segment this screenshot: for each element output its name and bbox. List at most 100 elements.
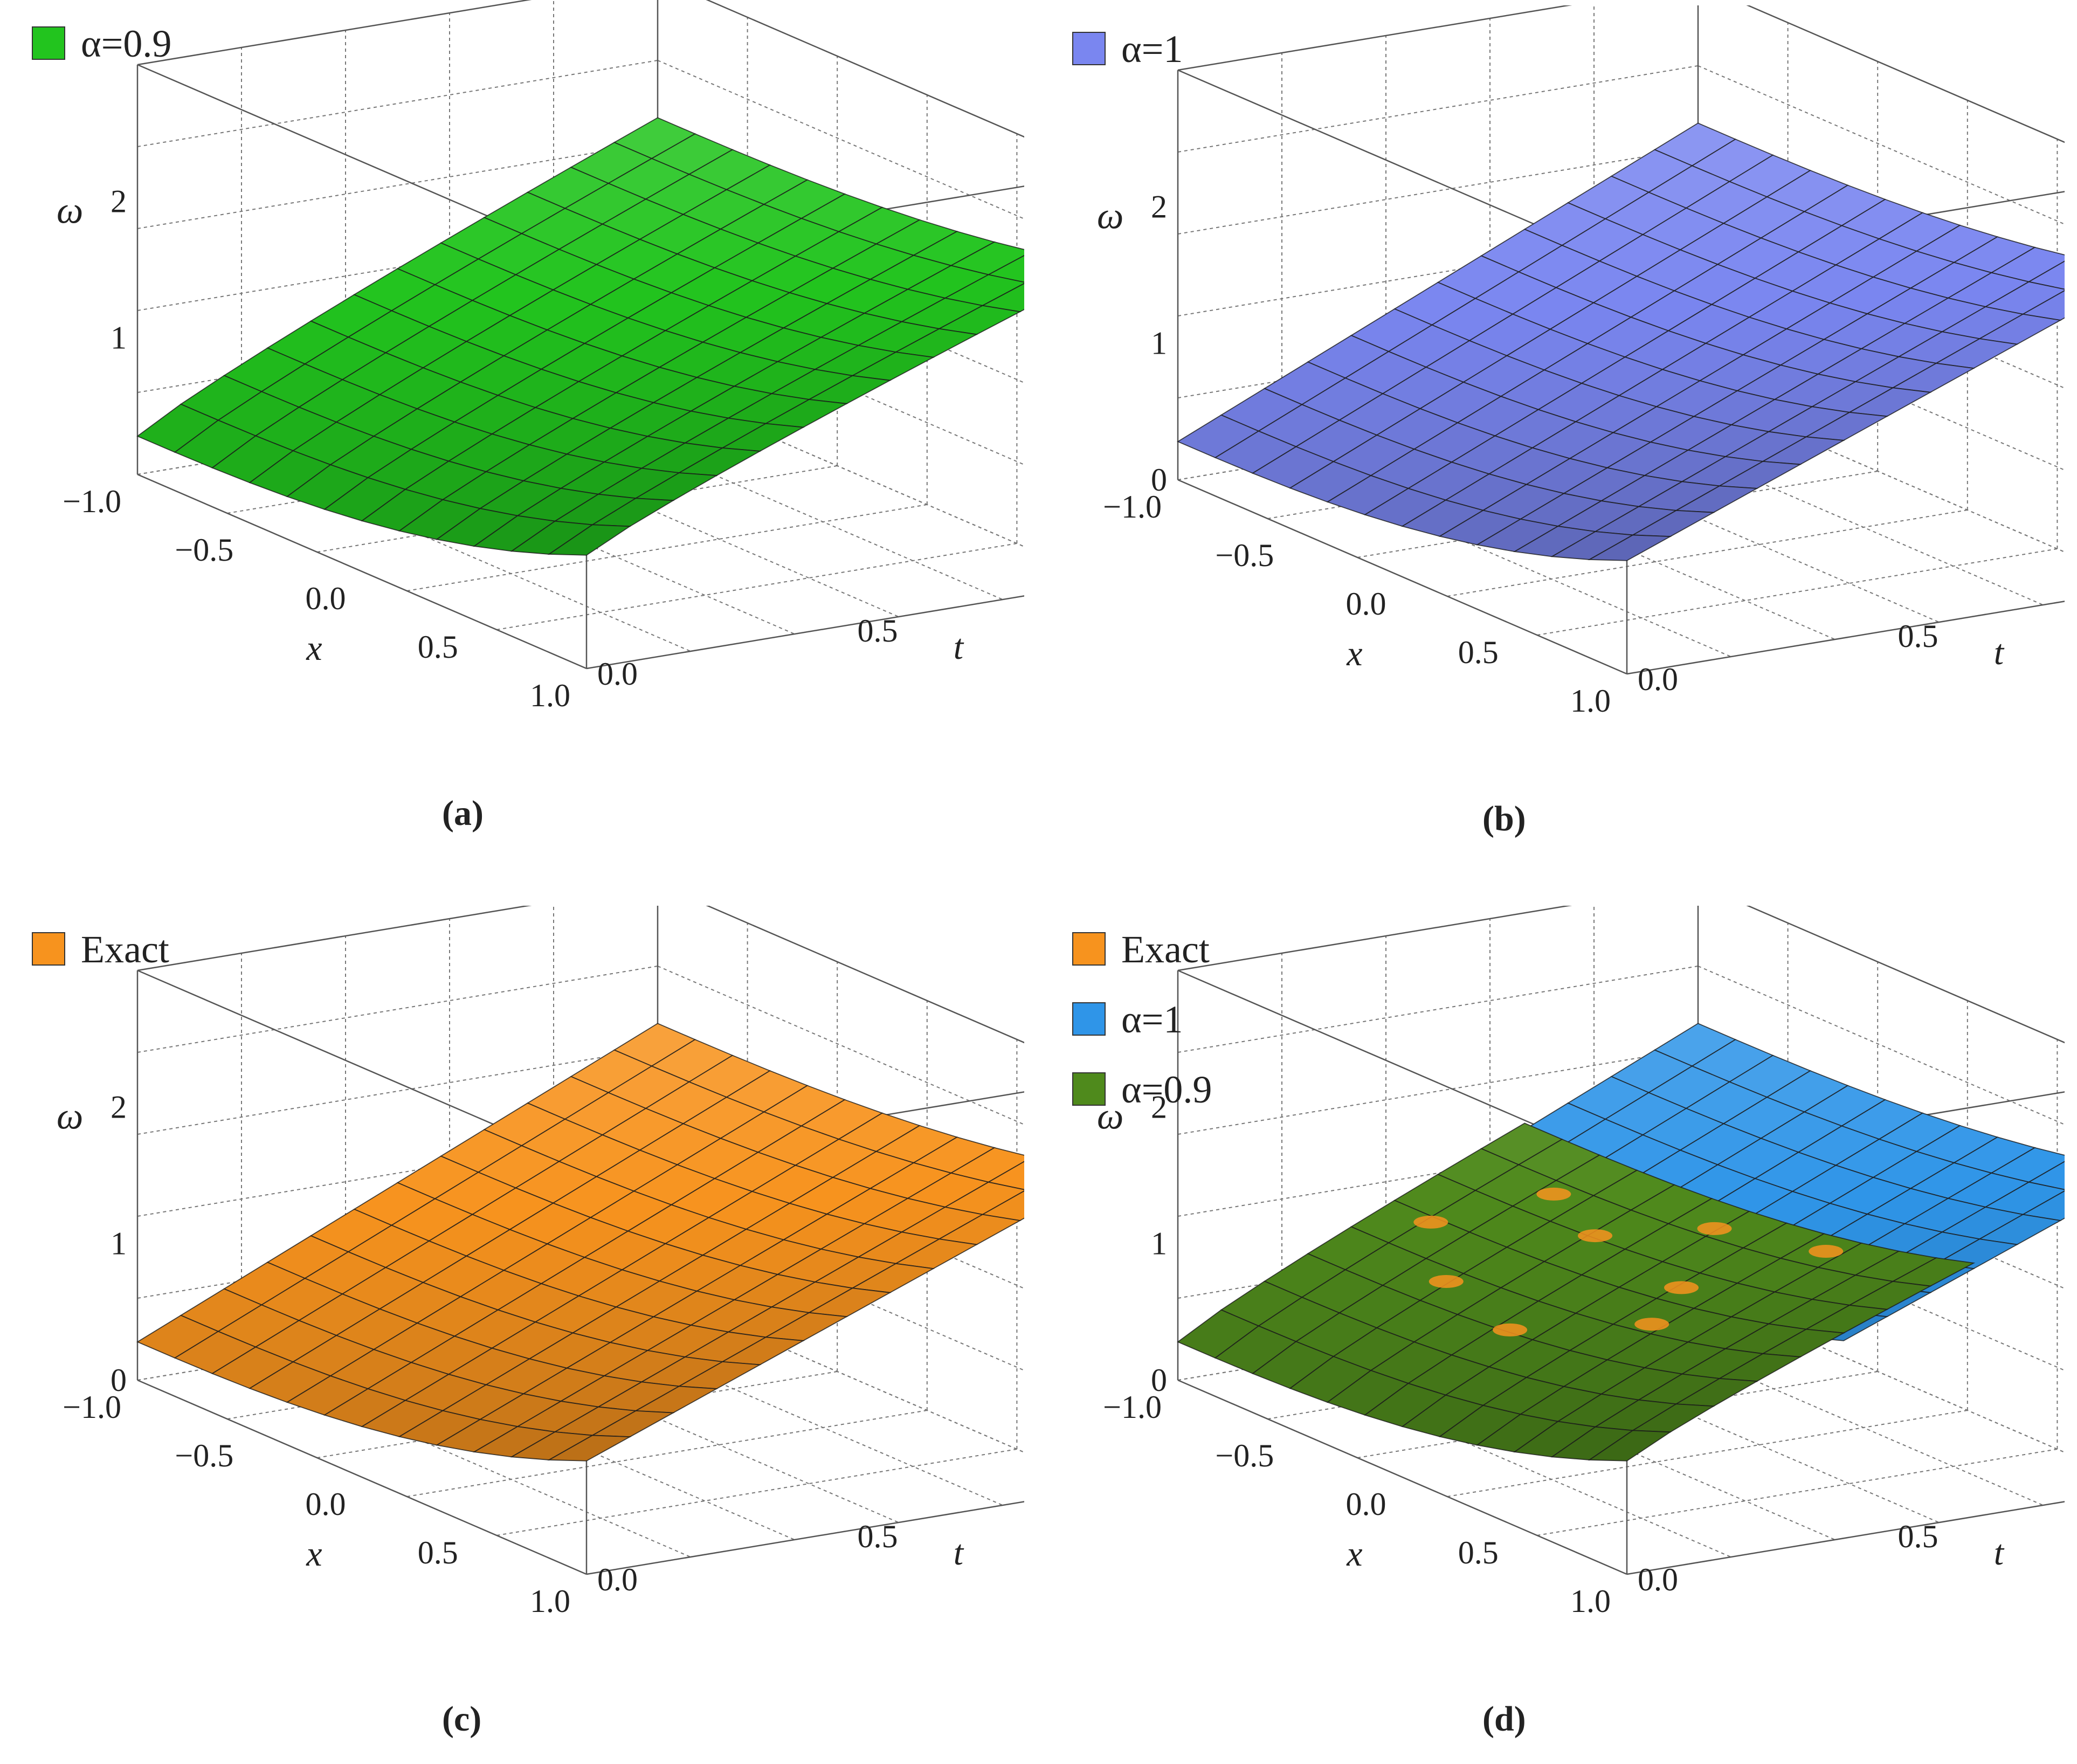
box-edge <box>1177 906 1572 971</box>
legend-label: Exact <box>81 928 169 971</box>
box-edge <box>137 473 587 670</box>
box-edge <box>1177 479 1627 675</box>
z-tick-label: 0 <box>1151 1362 1167 1398</box>
legend: α=0.9 <box>32 22 171 65</box>
box-edge <box>137 906 532 971</box>
grid-line <box>241 1362 691 1558</box>
x-tick-label: −1.0 <box>63 1389 121 1425</box>
z-tick-label: 1 <box>1151 1226 1167 1262</box>
box-edge <box>586 1501 1024 1575</box>
z-tick-label: 2 <box>1151 189 1167 224</box>
z-tick-label: 1 <box>1151 326 1167 361</box>
x-axis-label: x <box>1346 634 1362 673</box>
panel-caption: (a) <box>442 794 484 833</box>
box-edge <box>137 0 532 66</box>
t-tick-label: 0.5 <box>858 1519 898 1554</box>
x-tick-label: −0.5 <box>175 1438 233 1473</box>
surface-patch <box>547 1435 632 1462</box>
x-tick-label: −0.5 <box>1215 1438 1274 1473</box>
surface <box>136 1023 1024 1462</box>
exact-patch <box>1429 1274 1464 1288</box>
grid-line <box>137 906 531 971</box>
z-axis-label: ω <box>57 190 83 231</box>
grid-line <box>1177 966 1699 1053</box>
legend: Exact <box>32 928 169 971</box>
x-axis-label: x <box>306 629 322 668</box>
x-axis-label: x <box>1346 1534 1362 1574</box>
legend-swatch <box>32 932 65 966</box>
x-tick-label: 0.0 <box>1346 1486 1386 1522</box>
legend-swatch <box>1072 32 1106 65</box>
z-tick-label: 1 <box>111 1226 127 1262</box>
grid-line <box>1593 1311 2044 1506</box>
box-edge <box>1626 601 2065 675</box>
t-axis-label: t <box>954 628 964 667</box>
t-axis-label: t <box>954 1533 964 1573</box>
x-tick-label: 0.5 <box>418 1535 458 1570</box>
panel-b: −1.0−0.50.00.51.00.00.51.0012xtωα=1(b) <box>1072 5 2065 838</box>
box-edge <box>1177 5 1572 71</box>
t-tick-label: 0.0 <box>597 1562 638 1597</box>
panel-caption: (d) <box>1482 1699 1526 1739</box>
legend-label: α=0.9 <box>81 22 171 65</box>
grid-line <box>1177 65 1699 153</box>
t-tick-label: 0.0 <box>1638 662 1678 697</box>
surface <box>1177 122 2065 561</box>
t-tick-label: 0.5 <box>1898 1519 1938 1554</box>
t-tick-label: 0.0 <box>597 656 638 692</box>
box-edge <box>1626 1501 2065 1575</box>
exact-patch <box>1697 1222 1732 1235</box>
grid-line <box>553 1311 1003 1506</box>
x-tick-label: 0.0 <box>1346 586 1386 622</box>
z-tick-label: 1 <box>111 320 127 356</box>
grid-line <box>1177 906 1571 971</box>
box-edge <box>137 1379 587 1575</box>
grid-line <box>137 966 658 1053</box>
x-axis-label: x <box>306 1534 322 1574</box>
legend: α=1 <box>1072 27 1183 71</box>
x-tick-label: 1.0 <box>530 1583 570 1619</box>
grid-line <box>496 543 1017 630</box>
t-tick-label: 0.5 <box>858 613 898 649</box>
grid-line <box>345 1345 795 1540</box>
x-tick-label: 0.5 <box>1458 1535 1499 1570</box>
box-edge <box>706 0 1024 138</box>
box-edge <box>1746 5 2065 143</box>
grid-line <box>137 60 658 147</box>
box-frame <box>136 0 1024 670</box>
exact-patch <box>1578 1229 1613 1243</box>
grid-line <box>1489 1328 1940 1523</box>
t-tick-label: 0.5 <box>1898 618 1938 654</box>
surface <box>136 117 1024 556</box>
exact-patch <box>1413 1215 1448 1229</box>
legend-swatch <box>1072 932 1106 966</box>
x-tick-label: 0.0 <box>306 1486 346 1522</box>
grid-line <box>553 405 1003 600</box>
legend-label: α=1 <box>1121 998 1183 1041</box>
legend-label: α=1 <box>1121 27 1183 71</box>
grid-line <box>449 1328 899 1523</box>
x-tick-label: 0.0 <box>306 581 346 616</box>
grid-line <box>1537 548 2058 636</box>
panel-c: −1.0−0.50.00.51.00.00.51.0012xtωExact(c) <box>32 906 1024 1739</box>
x-tick-label: −0.5 <box>1215 538 1274 573</box>
grid-line <box>496 1449 1017 1536</box>
exact-patch <box>1809 1245 1844 1258</box>
grid-line <box>1593 410 2044 605</box>
grid-line <box>1489 428 1940 623</box>
panel-caption: (c) <box>442 1699 481 1739</box>
t-tick-label: 0.0 <box>1638 1562 1678 1597</box>
x-tick-label: −1.0 <box>1103 489 1162 525</box>
grid-line <box>1281 1362 1731 1558</box>
t-axis-label: t <box>1994 1533 2005 1573</box>
x-tick-label: 0.5 <box>1458 635 1499 670</box>
exact-patch <box>1493 1323 1528 1336</box>
grid-line <box>345 439 795 635</box>
legend: Exact α=1 α=0.9 <box>1072 928 1212 1111</box>
grid-line <box>1281 462 1731 657</box>
legend-swatch <box>1072 1072 1106 1106</box>
box-edge <box>1177 1379 1627 1575</box>
grid-line <box>1177 5 1571 71</box>
